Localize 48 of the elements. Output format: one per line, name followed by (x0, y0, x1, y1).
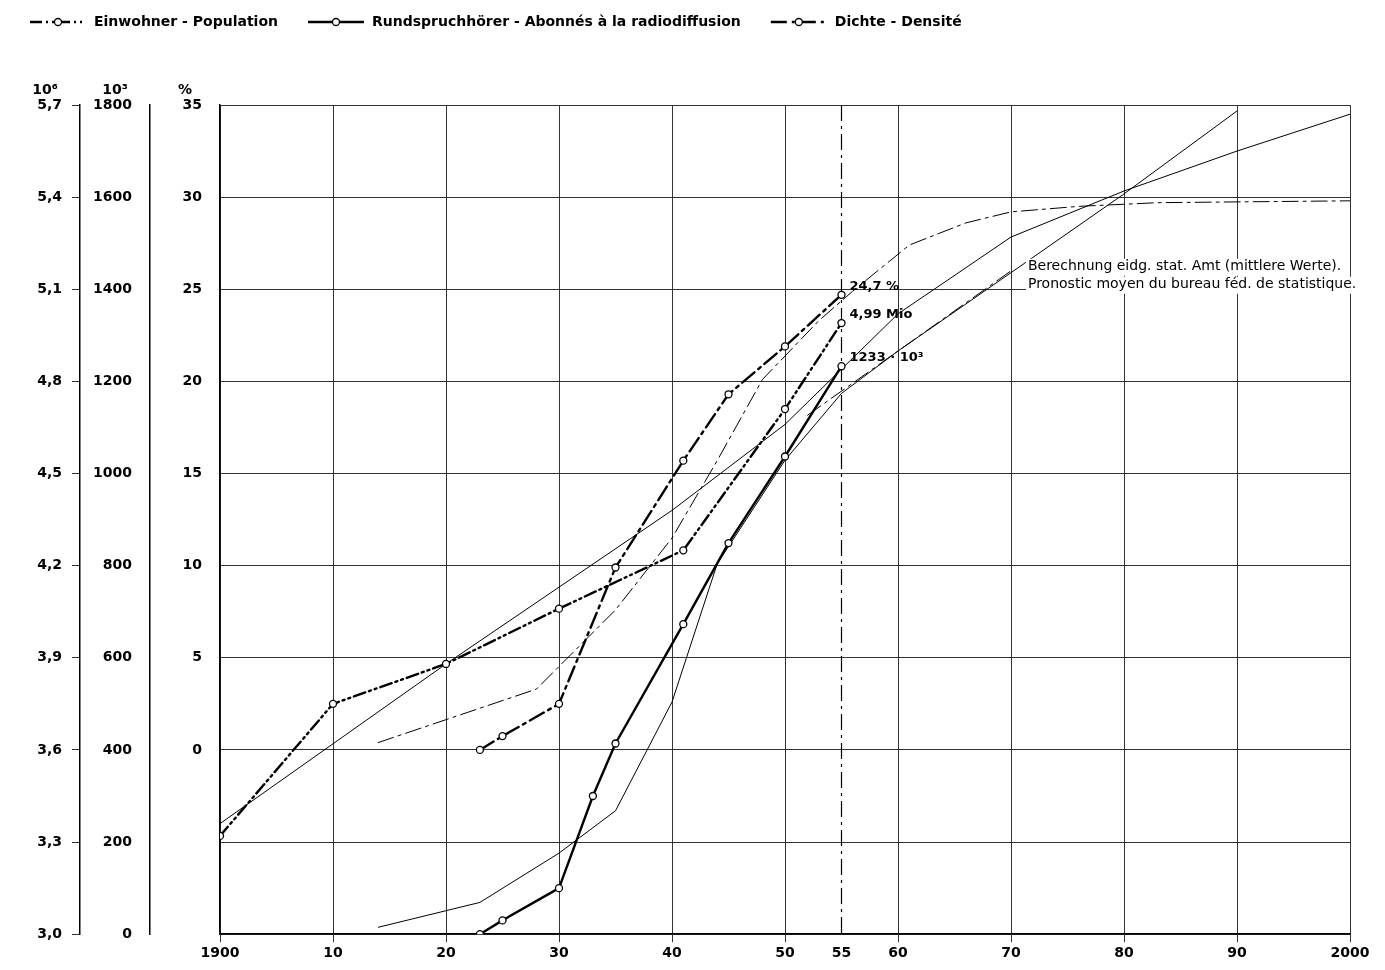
y-tick-label: 5,1 (37, 279, 62, 296)
y2-tick-label: 600 (102, 648, 133, 665)
y2-axis-title: 10³ (102, 80, 128, 97)
x-tick-label: 70 (1001, 944, 1021, 961)
x-tick-label: 1900 (200, 944, 240, 961)
y-tick-label: 4,2 (37, 556, 62, 573)
y2-tick-label: 1400 (93, 279, 133, 296)
y-tick-label: 3,0 (37, 924, 63, 941)
legend-label: Einwohner - Population (94, 12, 278, 29)
y-tick-label: 5,7 (37, 95, 62, 112)
y-tick-label: 4,5 (37, 464, 62, 481)
annotation: Pronostic moyen du bureau féd. de statistique. (1027, 275, 1357, 292)
x-tick-label: 55 (831, 944, 852, 961)
y2-tick-label: 1800 (93, 95, 133, 112)
y3-tick-label: 0 (192, 740, 203, 757)
y3-tick-label: 25 (182, 279, 202, 296)
y3-tick-label: 15 (182, 464, 202, 481)
y-tick-label: 3,9 (37, 648, 62, 665)
y2-tick-label: 1000 (93, 464, 133, 481)
y-tick-label: 5,4 (37, 187, 63, 204)
y2-tick-label: 0 (122, 924, 133, 941)
y2-tick-label: 1600 (93, 187, 133, 204)
x-tick-label: 10 (323, 944, 343, 961)
x-tick-label: 90 (1227, 944, 1247, 961)
y3-axis-title: % (177, 80, 193, 97)
x-tick-label: 80 (1114, 944, 1134, 961)
y-tick-label: 4,8 (37, 372, 62, 389)
y-axis-title: 10⁶ (32, 80, 58, 97)
y3-tick-label: 20 (182, 372, 203, 389)
y2-tick-label: 1200 (93, 372, 133, 389)
legend-label: Dichte - Densité (834, 12, 962, 29)
x-tick-label: 20 (436, 944, 456, 961)
x-tick-label: 50 (775, 944, 795, 961)
y2-tick-label: 800 (102, 556, 133, 573)
annotation: Berechnung eidg. stat. Amt (mittlere Werte). (1027, 257, 1342, 274)
x-tick-label: 40 (662, 944, 682, 961)
y2-tick-label: 400 (102, 740, 133, 757)
y3-tick-label: 5 (192, 648, 202, 665)
y-tick-label: 3,6 (37, 740, 62, 757)
x-tick-label: 2000 (1330, 944, 1370, 961)
y3-tick-label: 35 (182, 95, 202, 112)
x-tick-label: 30 (549, 944, 569, 961)
y2-tick-label: 200 (102, 832, 133, 849)
y3-tick-label: 30 (182, 187, 203, 204)
legend-label: Rundspruchhörer - Abonnés à la radiodiffusion (371, 12, 741, 29)
y3-tick-label: 10 (182, 556, 203, 573)
y-tick-label: 3,3 (37, 832, 62, 849)
x-tick-label: 60 (888, 944, 908, 961)
